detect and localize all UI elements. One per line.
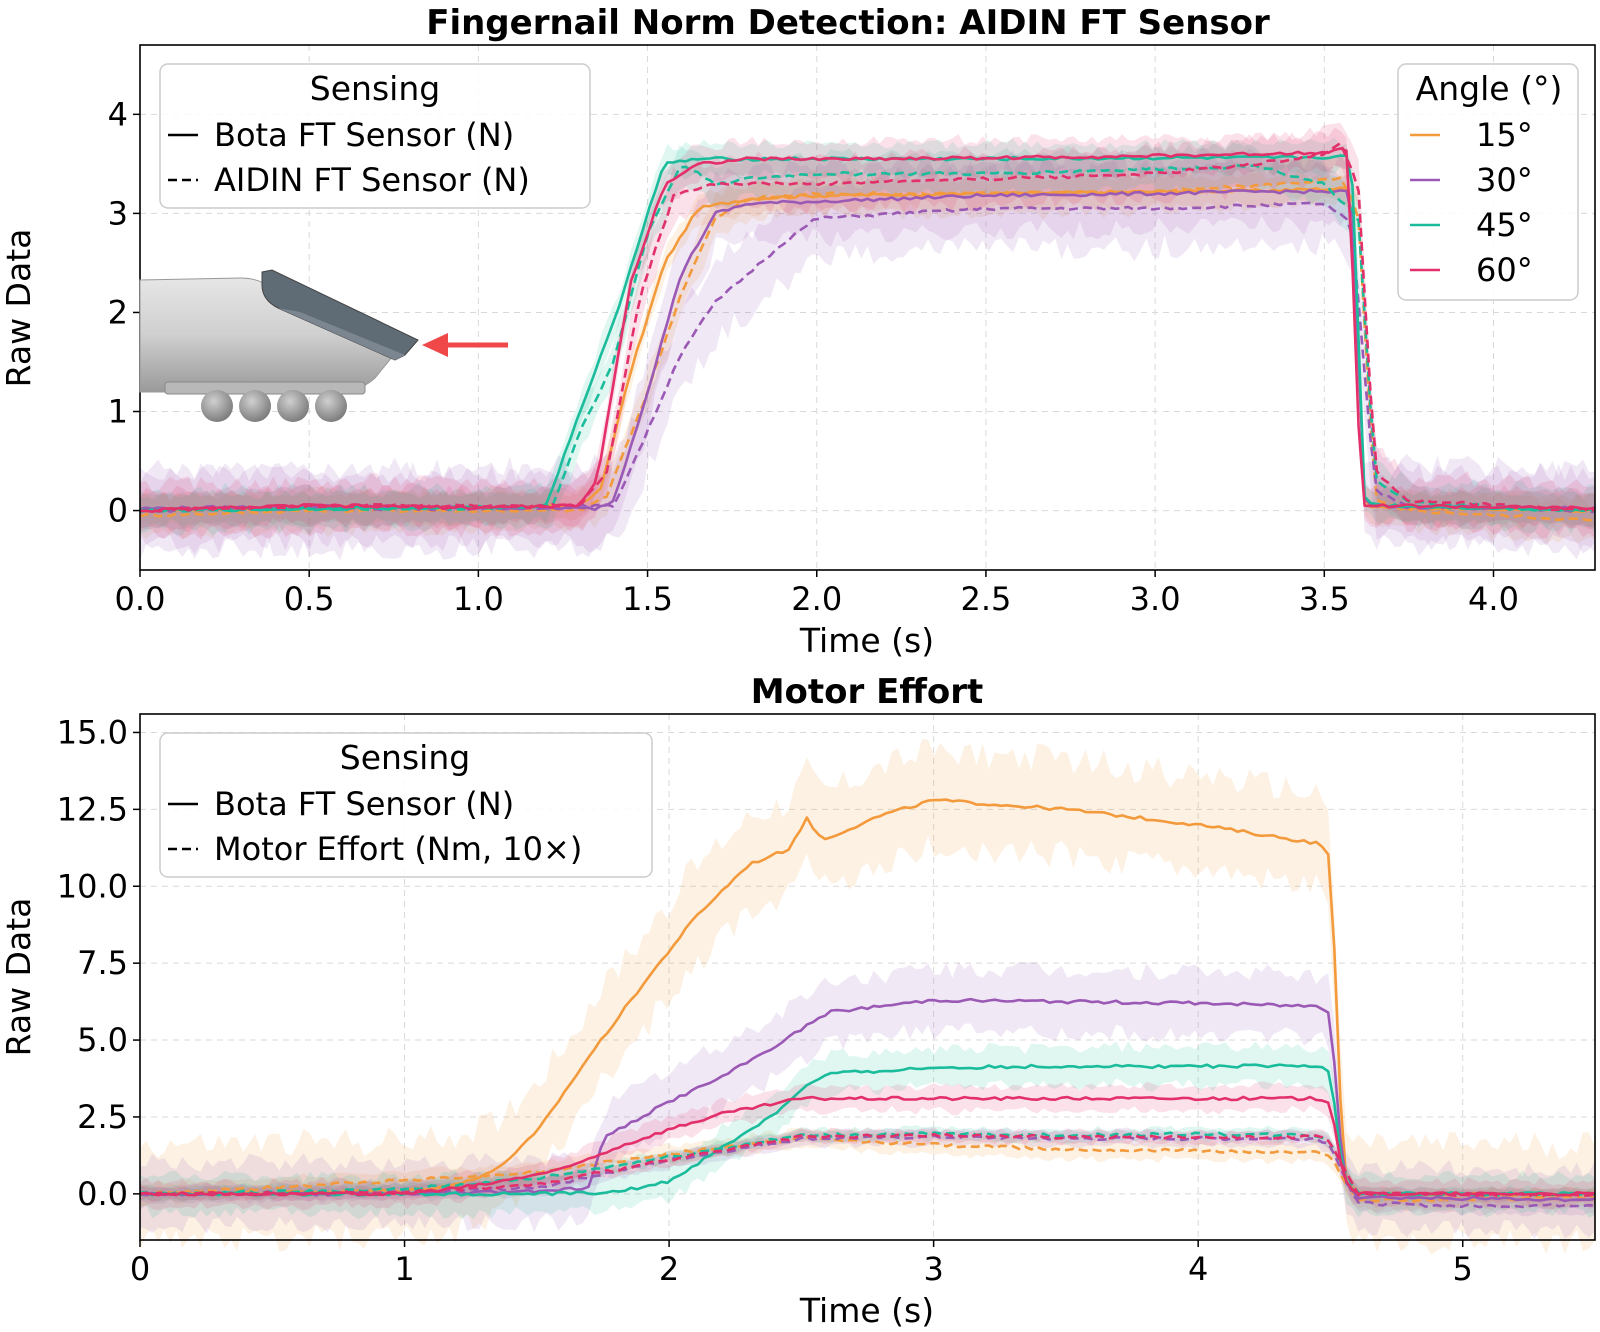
y-tick-label: 12.5 [57,790,128,828]
band-15-dashed [140,1127,1595,1213]
top-panel: Fingernail Norm Detection: AIDIN FT Sens… [0,3,1596,660]
bottom-x-ticks: 0 1 2 3 4 5 [130,1240,1473,1288]
band-45-solid [140,137,1595,530]
band-45-dashed [140,139,1595,536]
y-tick-label: 15.0 [57,713,128,751]
band-15-solid [140,169,1595,530]
bottom-x-axis-label: Time (s) [799,1291,934,1330]
top-x-ticks: 0.0 0.5 1.0 1.5 2.0 2.5 3.0 3.5 4.0 [115,570,1519,618]
y-tick-label: 1 [108,393,128,431]
top-sensing-legend: Sensing Bota FT Sensor (N) AIDIN FT Sens… [159,63,591,209]
bottom-plot-frame [139,713,1596,1241]
bottom-y-ticks: 0.0 2.5 5.0 7.5 10.0 12.5 15.0 [57,713,140,1213]
legend-entry: Motor Effort (Nm, 10×) [214,830,582,868]
y-tick-label: 7.5 [77,944,128,982]
band-60-dashed [140,122,1595,540]
x-tick-label: 2.0 [791,580,842,618]
legend-title: Sensing [310,69,440,108]
x-tick-label: 0 [130,1250,150,1288]
x-tick-label: 2.5 [960,580,1011,618]
top-y-ticks: 0 1 2 3 4 [108,95,140,530]
band-30-dashed [140,1127,1595,1217]
y-tick-label: 2.5 [77,1098,128,1136]
x-tick-label: 2 [659,1250,679,1288]
legend-entry: Bota FT Sensor (N) [214,785,514,823]
x-tick-label: 1 [394,1250,414,1288]
x-tick-label: 1.0 [453,580,504,618]
legend-entry: AIDIN FT Sensor (N) [214,161,530,199]
fingertip-illustration [139,269,508,422]
band-60-solid [140,127,1595,533]
bottom-series [139,798,1596,1209]
band-45-dashed [140,1125,1595,1203]
y-tick-label: 4 [108,95,128,133]
top-y-axis-label: Raw Data [0,229,38,388]
legend-entry: Bota FT Sensor (N) [214,116,514,154]
band-15-solid [140,738,1595,1255]
band-30-solid [140,961,1595,1239]
legend-title: Angle (°) [1416,69,1563,108]
y-tick-label: 2 [108,293,128,331]
x-tick-label: 3.0 [1130,580,1181,618]
y-tick-label: 0.0 [77,1175,128,1213]
series-30-dashed [139,201,1596,514]
band-60-solid [140,1081,1595,1211]
top-series [139,141,1596,522]
legend-entry-45: 45° [1476,206,1533,244]
series-30-dashed [139,1134,1596,1209]
top-x-axis-label: Time (s) [799,621,934,660]
angle-legend: Angle (°) 15° 30° 45° 60° [1397,63,1579,301]
x-tick-label: 3 [923,1250,943,1288]
legend-title: Sensing [340,738,470,777]
x-tick-label: 0.5 [284,580,335,618]
bottom-panel: Motor Effort 0 1 2 3 4 5 0.0 2.5 5.0 7.5 10.0 12.5… [0,672,1596,1330]
series-45-dashed [139,164,1596,514]
legend-entry-60: 60° [1476,251,1533,289]
x-tick-label: 5 [1453,1250,1473,1288]
y-tick-label: 5.0 [77,1021,128,1059]
legend-entry-15: 15° [1476,116,1533,154]
bottom-sensing-legend: Sensing Bota FT Sensor (N) Motor Effort … [159,732,653,878]
x-tick-label: 1.5 [622,580,673,618]
bottom-chart-title: Motor Effort [751,672,984,712]
x-tick-label: 3.5 [1299,580,1350,618]
series-60-dashed [139,1132,1596,1198]
series-60-solid [139,147,1596,513]
x-tick-label: 0.0 [115,580,166,618]
top-chart-title: Fingernail Norm Detection: AIDIN FT Sens… [426,3,1270,43]
y-tick-label: 0 [108,492,128,530]
y-tick-label: 10.0 [57,867,128,905]
bottom-y-axis-label: Raw Data [0,898,38,1057]
series-60-solid [139,1095,1596,1197]
x-tick-label: 4.0 [1468,580,1519,618]
band-30-dashed [140,154,1595,561]
x-tick-label: 4 [1188,1250,1208,1288]
legend-entry-30: 30° [1476,161,1533,199]
y-tick-label: 3 [108,194,128,232]
